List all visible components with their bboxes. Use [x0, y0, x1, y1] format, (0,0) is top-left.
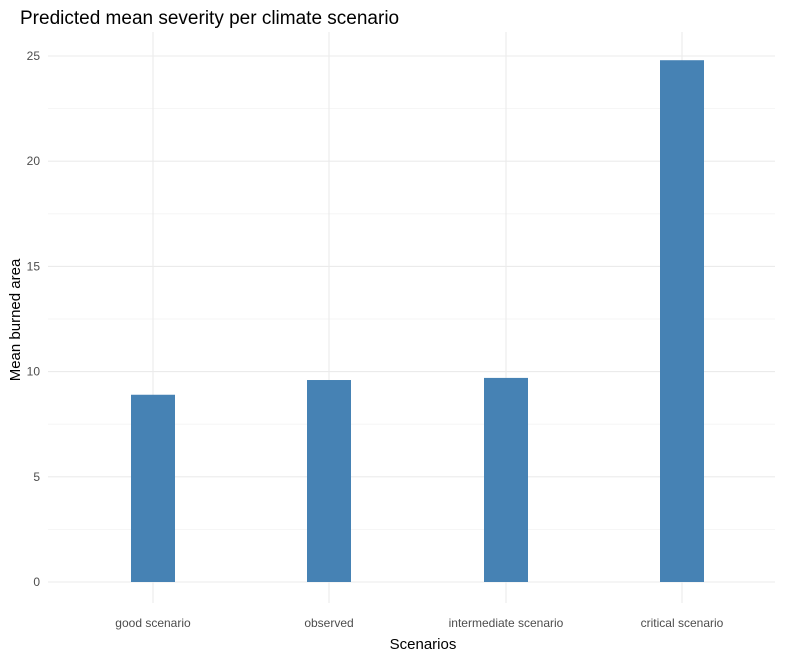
y-tick-label: 5	[33, 470, 40, 484]
bar-critical-scenario	[660, 60, 704, 582]
y-axis-title: Mean burned area	[7, 258, 24, 381]
y-tick-label: 15	[27, 259, 41, 273]
x-tick-label: intermediate scenario	[449, 616, 564, 630]
y-tick-label: 0	[33, 575, 40, 589]
x-tick-label: observed	[304, 616, 353, 630]
bar-good-scenario	[131, 394, 175, 582]
y-tick-label: 25	[27, 49, 41, 63]
x-axis-ticks: good scenario observed intermediate scenar…	[115, 616, 723, 630]
chart-title: Predicted mean severity per climate scen…	[20, 8, 399, 29]
bar-observed	[307, 380, 351, 582]
y-tick-label: 10	[27, 365, 41, 379]
bars	[131, 60, 704, 582]
x-tick-label: critical scenario	[641, 616, 724, 630]
x-tick-label: good scenario	[115, 616, 191, 630]
bar-intermediate-scenario	[484, 377, 528, 582]
y-tick-label: 20	[27, 154, 41, 168]
y-axis-ticks: 0 5 10 15 20 25	[27, 49, 41, 589]
x-axis-title: Scenarios	[390, 636, 457, 653]
